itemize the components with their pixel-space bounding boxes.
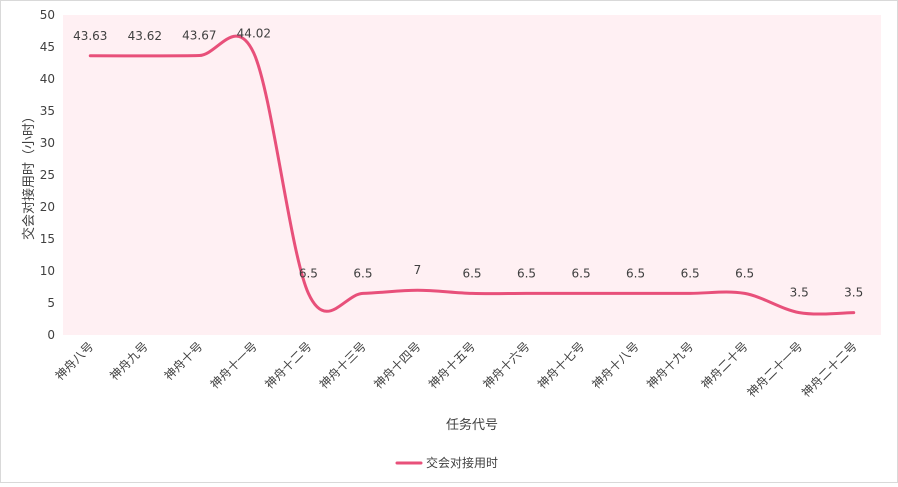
series-line [88, 34, 856, 316]
data-label: 6.5 [735, 266, 754, 280]
x-tick-label: 神舟十七号 [535, 339, 587, 391]
data-label: 44.02 [237, 26, 271, 40]
y-tick-label: 0 [47, 328, 55, 342]
x-tick-label: 神舟十九号 [644, 339, 696, 391]
y-tick-label: 40 [40, 72, 55, 86]
data-label: 6.5 [517, 266, 536, 280]
y-axis-title: 交会对接用时（小时） [21, 110, 37, 240]
data-label: 3.5 [790, 286, 809, 300]
data-label: 7 [414, 263, 422, 277]
x-tick-label: 神舟九号 [107, 339, 151, 383]
data-label: 6.5 [681, 266, 700, 280]
x-tick-label: 神舟十二号 [262, 339, 314, 391]
x-tick-label: 神舟十号 [162, 339, 206, 383]
y-tick-label: 15 [40, 232, 55, 246]
y-axis: 0 5 10 15 20 25 30 35 40 45 50 [40, 8, 55, 342]
data-label: 43.62 [128, 29, 162, 43]
x-axis-title: 任务代号 [446, 417, 498, 433]
x-tick-label: 神舟十五号 [426, 339, 478, 391]
y-tick-label: 45 [40, 40, 55, 54]
x-tick-label: 神舟十八号 [589, 339, 641, 391]
legend-label: 交会对接用时 [426, 455, 498, 470]
legend: 交会对接用时 [395, 455, 498, 470]
data-label: 6.5 [299, 266, 318, 280]
x-tick-label: 神舟二十二号 [799, 339, 860, 400]
y-tick-label: 50 [40, 8, 55, 22]
y-tick-label: 5 [47, 296, 55, 310]
data-labels: 43.63 43.62 43.67 44.02 6.5 6.5 7 6.5 6.5 6.5 6.5 6… [73, 26, 863, 299]
data-label: 6.5 [572, 266, 591, 280]
data-label: 3.5 [844, 286, 863, 300]
x-tick-label: 神舟八号 [53, 339, 97, 383]
x-tick-label: 神舟十三号 [317, 339, 369, 391]
plot-area [63, 15, 881, 335]
data-label: 6.5 [626, 266, 645, 280]
y-tick-label: 35 [40, 104, 55, 118]
x-tick-label: 神舟十一号 [208, 339, 260, 391]
data-label: 43.63 [73, 29, 107, 43]
x-tick-label: 神舟十六号 [480, 339, 532, 391]
data-label: 6.5 [462, 266, 481, 280]
x-tick-label: 神舟二十一号 [744, 339, 805, 400]
y-tick-label: 10 [40, 264, 55, 278]
x-axis: 神舟八号 神舟九号 神舟十号 神舟十一号 神舟十二号 神舟十三号 神舟十四号 神舟十五号 神舟十… [53, 339, 860, 400]
x-tick-label: 神舟十四号 [371, 339, 423, 391]
data-label: 6.5 [353, 266, 372, 280]
data-label: 43.67 [182, 29, 216, 43]
y-tick-label: 30 [40, 136, 55, 150]
y-tick-label: 20 [40, 200, 55, 214]
y-tick-label: 25 [40, 168, 55, 182]
x-tick-label: 神舟二十号 [698, 339, 750, 391]
